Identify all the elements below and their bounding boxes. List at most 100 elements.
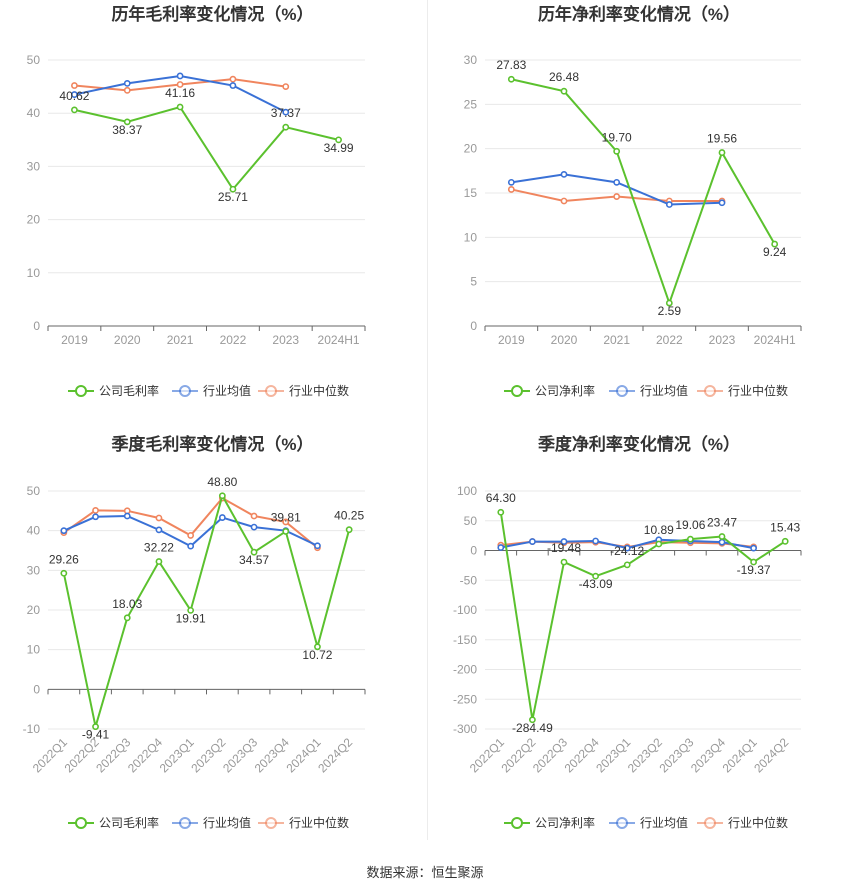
legend-marker-avg (616, 817, 628, 829)
legend-marker-avg (616, 385, 628, 397)
data-label: -9.41 (82, 728, 110, 742)
chart-title: 历年毛利率变化情况（%） (111, 4, 313, 24)
data-point-avg (665, 201, 673, 208)
data-point-avg (613, 178, 621, 186)
data-point-company (686, 535, 694, 543)
legend-marker-company (75, 817, 87, 829)
y-tick-label: -100 (453, 603, 477, 617)
legend-label-median: 行业中位数 (728, 383, 788, 398)
y-tick-label: 20 (27, 603, 41, 617)
data-point-avg (623, 544, 631, 552)
y-tick-label: 5 (470, 275, 477, 289)
data-label: 64.30 (486, 491, 516, 505)
y-tick-label: 0 (470, 544, 477, 558)
data-label: -19.37 (737, 563, 771, 577)
data-point-median (507, 186, 515, 193)
data-point-company (507, 75, 515, 83)
legend-label-avg: 行业均值 (203, 383, 251, 398)
data-label: -24.12 (610, 544, 644, 558)
data-label: 10.72 (302, 648, 332, 662)
y-tick-label: 20 (27, 213, 41, 227)
data-point-company (335, 136, 342, 144)
legend-marker-median (265, 385, 277, 397)
data-point-median (176, 81, 184, 88)
data-point-median (282, 83, 290, 90)
y-tick-label: 30 (27, 563, 41, 577)
data-label: 26.48 (549, 70, 579, 84)
data-source: 数据来源：恒生聚源 (366, 865, 484, 880)
legend-label-company: 公司毛利率 (99, 815, 159, 830)
y-tick-label: -300 (453, 722, 477, 736)
chart-svg: 历年毛利率变化情况（%） 0 10 20 30 40 50 2019 2020 2021 2022 2… (27, 4, 366, 398)
legend-marker-avg (179, 817, 191, 829)
data-point-company (560, 87, 568, 95)
data-point-company (613, 147, 621, 155)
x-tick-label: 2023 (709, 333, 736, 347)
data-point-company (497, 508, 505, 516)
data-label: 19.06 (675, 518, 705, 532)
legend-label-company: 公司净利率 (535, 383, 595, 398)
data-point-avg (750, 544, 757, 552)
legend-label-avg: 行业均值 (640, 383, 688, 398)
y-tick-label: 50 (27, 53, 41, 67)
chart-svg: 季度毛利率变化情况（%）-10010203040502022Q12022Q220… (23, 434, 366, 830)
data-point-avg (60, 527, 68, 535)
y-tick-label: 0 (470, 319, 477, 333)
data-point-avg (187, 542, 195, 550)
y-tick-label: 20 (464, 142, 478, 156)
data-point-avg (218, 514, 226, 521)
data-point-company (655, 540, 663, 548)
data-point-avg (155, 526, 163, 534)
legend-marker-median (265, 817, 277, 829)
data-label: 40.25 (334, 509, 364, 523)
x-tick-label: 2024H1 (318, 333, 360, 347)
y-tick-label: 10 (27, 643, 41, 657)
legend-label-median: 行业中位数 (728, 815, 788, 830)
y-tick-label: -150 (453, 633, 477, 647)
data-point-avg (123, 512, 131, 520)
data-point-avg (71, 91, 78, 98)
data-point-avg (282, 108, 290, 116)
legend-label-median: 行业中位数 (289, 815, 349, 830)
data-label: 38.37 (112, 123, 142, 137)
data-label: 18.03 (112, 597, 142, 611)
data-point-company (529, 716, 536, 724)
y-tick-label: 50 (464, 514, 478, 528)
data-point-avg (507, 178, 515, 186)
x-tick-label: 2022 (220, 333, 247, 347)
data-point-avg (229, 82, 237, 89)
y-tick-label: -250 (453, 692, 477, 706)
data-point-avg (592, 537, 599, 545)
y-tick-label: 50 (27, 484, 41, 498)
data-label: 48.80 (207, 475, 237, 489)
legend-label-company: 公司毛利率 (99, 383, 159, 398)
legend-label-avg: 行业均值 (203, 815, 251, 830)
data-label: 40.62 (59, 89, 89, 103)
data-point-company (250, 548, 258, 556)
y-tick-label: -10 (23, 722, 41, 736)
data-label: 10.89 (644, 523, 674, 537)
y-tick-label: 10 (27, 266, 41, 280)
data-point-company (623, 561, 631, 569)
data-point-avg (560, 170, 568, 178)
data-point-median (282, 518, 290, 526)
data-label: -19.48 (547, 541, 581, 555)
data-point-median (613, 193, 621, 200)
annual-net-margin-panel: 历年净利率变化情况（%） 0 5 10 15 20 25 30 2019 2020 2021 2022… (428, 0, 850, 420)
legend-label-median: 行业中位数 (289, 383, 349, 398)
legend-label-company: 公司净利率 (535, 815, 595, 830)
data-point-median (123, 86, 131, 94)
data-label: 15.43 (770, 520, 800, 534)
data-point-company (665, 299, 673, 307)
data-label: 32.22 (144, 541, 174, 555)
data-point-company (592, 572, 599, 580)
x-tick-label: 2022 (656, 333, 683, 347)
legend-label-avg: 行业均值 (640, 815, 688, 830)
y-tick-label: 40 (27, 524, 41, 538)
data-point-median (229, 75, 237, 83)
panel-divider (427, 0, 428, 840)
quarterly-gross-margin-panel: 季度毛利率变化情况（%） -10 0 10 20 30 40 50 2022Q1 2022Q2 20… (0, 430, 425, 850)
data-point-company (750, 558, 757, 566)
data-point-company (123, 118, 131, 126)
data-label: 41.16 (165, 86, 195, 100)
